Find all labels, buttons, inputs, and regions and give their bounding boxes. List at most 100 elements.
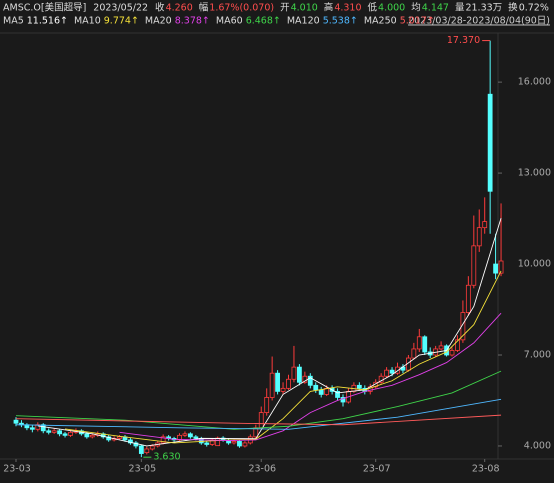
header-label: 收 bbox=[155, 2, 165, 14]
candle-body bbox=[149, 445, 155, 450]
candle-body bbox=[237, 441, 242, 447]
header-label: 换 bbox=[508, 2, 518, 14]
candle-body bbox=[356, 384, 362, 389]
legend-name: MA250 bbox=[364, 16, 397, 27]
y-tick-label: 16.000 bbox=[518, 77, 551, 88]
header-value: 4.310 bbox=[334, 3, 361, 14]
legend-value: 11.516↑ bbox=[27, 16, 68, 27]
ma-line bbox=[15, 414, 502, 426]
candle-body bbox=[29, 427, 35, 430]
annotation: 3.630 bbox=[153, 452, 180, 463]
candle-body bbox=[313, 384, 319, 391]
candle-body bbox=[62, 433, 68, 436]
candle-body bbox=[318, 389, 324, 395]
candle-body bbox=[487, 93, 493, 192]
annotation: 17.370 bbox=[447, 35, 480, 46]
candle-body bbox=[275, 372, 281, 392]
candle-body bbox=[138, 445, 144, 454]
legend-name: MA5 bbox=[3, 16, 24, 27]
header-label: 2023/05/22 bbox=[93, 3, 148, 14]
range-label: 2023/03/28-2023/08/04(90日) bbox=[408, 16, 550, 27]
candle-body bbox=[411, 348, 417, 359]
legend-name: MA10 bbox=[74, 16, 101, 27]
candle-body bbox=[57, 430, 62, 435]
header-label: 量 bbox=[455, 3, 465, 14]
header-value: 4.000 bbox=[378, 3, 405, 14]
candle-body bbox=[106, 436, 112, 441]
y-tick-label: 13.000 bbox=[518, 168, 551, 179]
candle-body bbox=[280, 387, 286, 392]
header-value: 0.72% bbox=[519, 3, 549, 14]
candle-body bbox=[395, 366, 400, 374]
x-tick-label: 23-03 bbox=[3, 464, 31, 475]
candle-body bbox=[46, 430, 52, 433]
candle-body bbox=[51, 430, 57, 433]
ma-line bbox=[119, 312, 502, 441]
header-value: 4.260 bbox=[166, 3, 193, 14]
header-value: 21.33万 bbox=[465, 3, 502, 14]
candle-body bbox=[215, 437, 221, 447]
candle-body bbox=[482, 221, 488, 229]
header-value: 1.67%(0.070) bbox=[209, 3, 274, 14]
header-label: AMSC.O[美国超导] bbox=[3, 2, 86, 14]
candle-body bbox=[242, 442, 248, 447]
candle-body bbox=[307, 375, 313, 386]
candle-body bbox=[460, 312, 466, 341]
header-label: 均 bbox=[411, 2, 421, 14]
y-tick-label: 7.000 bbox=[524, 350, 551, 361]
candle-body bbox=[160, 436, 166, 444]
legend-value: 5.538↑ bbox=[323, 16, 358, 27]
candle-body bbox=[498, 260, 504, 274]
header-label: 幅 bbox=[199, 2, 209, 14]
header-value: 4.147 bbox=[422, 3, 449, 14]
ma-line bbox=[15, 398, 502, 430]
candle-body bbox=[182, 433, 188, 436]
legend-value: 9.774↑ bbox=[104, 16, 139, 27]
candle-body bbox=[269, 372, 275, 398]
header-label: 开 bbox=[280, 3, 290, 14]
candle-body bbox=[198, 437, 204, 444]
candle-body bbox=[193, 436, 199, 439]
header-label: 高 bbox=[324, 2, 334, 14]
candle-body bbox=[449, 350, 455, 356]
y-tick-label: 10.000 bbox=[518, 259, 551, 270]
legend-name: MA60 bbox=[216, 16, 243, 27]
candle-body bbox=[422, 336, 428, 353]
x-tick-label: 23-06 bbox=[248, 464, 276, 475]
legend-value: 8.378↑ bbox=[175, 16, 210, 27]
candle-body bbox=[258, 412, 264, 429]
candle-body bbox=[187, 433, 193, 438]
ma-line bbox=[37, 217, 502, 447]
legend-name: MA120 bbox=[287, 16, 320, 27]
candle-body bbox=[296, 366, 302, 383]
candle-body bbox=[335, 390, 340, 398]
candle-body bbox=[264, 397, 270, 414]
candle-body bbox=[384, 369, 390, 377]
candle-body bbox=[144, 448, 150, 454]
candle-body bbox=[133, 442, 139, 447]
y-tick-label: 4.000 bbox=[524, 440, 551, 451]
candle-body bbox=[231, 441, 237, 444]
candle-body bbox=[204, 442, 210, 445]
candle-body bbox=[455, 339, 460, 351]
x-tick-label: 23-05 bbox=[129, 464, 157, 475]
candle-body bbox=[493, 263, 499, 274]
legend-value: 5.017↑ bbox=[400, 16, 435, 27]
candle-body bbox=[389, 369, 395, 374]
candle-body bbox=[286, 378, 291, 389]
candle-body bbox=[438, 345, 444, 350]
candle-body bbox=[40, 424, 46, 432]
x-tick-label: 23-07 bbox=[363, 464, 391, 475]
candle-body bbox=[89, 434, 95, 438]
candle-body bbox=[476, 227, 482, 247]
candle-body bbox=[68, 431, 73, 436]
candle-body bbox=[302, 375, 308, 383]
x-tick-label: 23-08 bbox=[472, 464, 500, 475]
candle-body bbox=[465, 284, 471, 313]
candle-body bbox=[128, 439, 133, 444]
candle-body bbox=[117, 436, 122, 439]
candle-body bbox=[84, 433, 90, 438]
header-value: 4.010 bbox=[291, 3, 318, 14]
